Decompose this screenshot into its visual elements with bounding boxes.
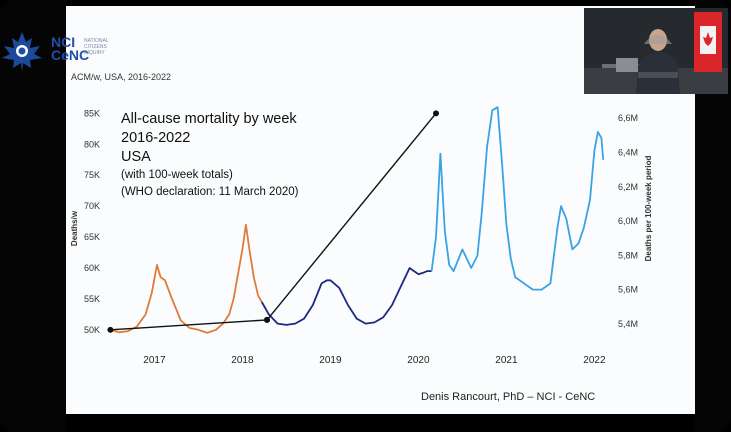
total-line-1 [110, 319, 268, 331]
canada-flag-icon [694, 12, 722, 72]
chart-title-line2: 2016-2022 [121, 130, 191, 146]
y2-tick-label: 5,6M [618, 285, 638, 295]
x-tick-label: 2019 [319, 355, 342, 366]
series-line-3 [430, 106, 605, 291]
y-tick-label: 65K [84, 232, 100, 242]
total-point [107, 326, 114, 333]
x-tick-label: 2022 [583, 355, 606, 366]
maple-leaf-icon [2, 32, 42, 72]
chart-title-line1: All-cause mortality by week [121, 111, 297, 127]
total-point [433, 110, 439, 117]
y-tick-label: 60K [84, 263, 100, 273]
y2-tick-label: 6,0M [618, 216, 638, 226]
speaker-figure-icon [636, 29, 680, 94]
logo-small-text: NATIONAL CITIZENS INQUIRY [84, 38, 109, 56]
author-credit: Denis Rancourt, PhD – NCI - CeNC [421, 391, 596, 403]
series-line-1 [110, 223, 263, 334]
series-line-2 [261, 267, 432, 326]
speaker-video-image [584, 8, 728, 94]
x-tick-label: 2018 [231, 355, 254, 366]
logo-text-line1: NCI [51, 34, 76, 50]
chart-title-line5: (WHO declaration: 11 March 2020) [121, 186, 299, 198]
y2-tick-label: 6,2M [618, 182, 638, 192]
y-tick-label: 55K [84, 294, 100, 304]
chart-title-line4: (with 100-week totals) [121, 169, 233, 181]
y2-tick-label: 6,6M [618, 113, 638, 123]
logo-text: NCI CeNC [51, 34, 90, 63]
y-tick-label: 85K [84, 108, 100, 118]
chart-title-block: All-cause mortality by week 2016-2022 US… [121, 110, 298, 201]
mortality-chart: 50K 55K 60K 65K 70K 75K 80K 85K 5,4M 5,6M 5,8M 6,0M… [70, 106, 653, 366]
y-axis-label: Deaths/w [70, 210, 79, 246]
total-line-2 [266, 112, 437, 321]
y2-tick-label: 5,4M [618, 319, 638, 329]
left-border [0, 0, 66, 432]
logo-text-line2: CeNC [51, 47, 90, 63]
y2-tick-label: 6,4M [618, 147, 638, 157]
y2-tick-label: 5,8M [618, 250, 638, 260]
y-tick-label: 70K [84, 201, 100, 211]
chart-title-line3: USA [121, 149, 151, 165]
y-tick-label: 80K [84, 139, 100, 149]
total-point [264, 316, 271, 323]
x-tick-label: 2020 [407, 355, 430, 366]
x-tick-label: 2017 [143, 355, 166, 366]
chart-subtitle: ACM/w, USA, 2016-2022 [71, 72, 172, 82]
y-tick-label: 75K [84, 170, 100, 180]
y2-axis-label: Deaths per 100-week period [644, 155, 653, 261]
y-tick-label: 50K [84, 325, 100, 335]
nci-logo [2, 32, 42, 72]
speaker-webcam [584, 8, 728, 94]
x-tick-label: 2021 [495, 355, 518, 366]
